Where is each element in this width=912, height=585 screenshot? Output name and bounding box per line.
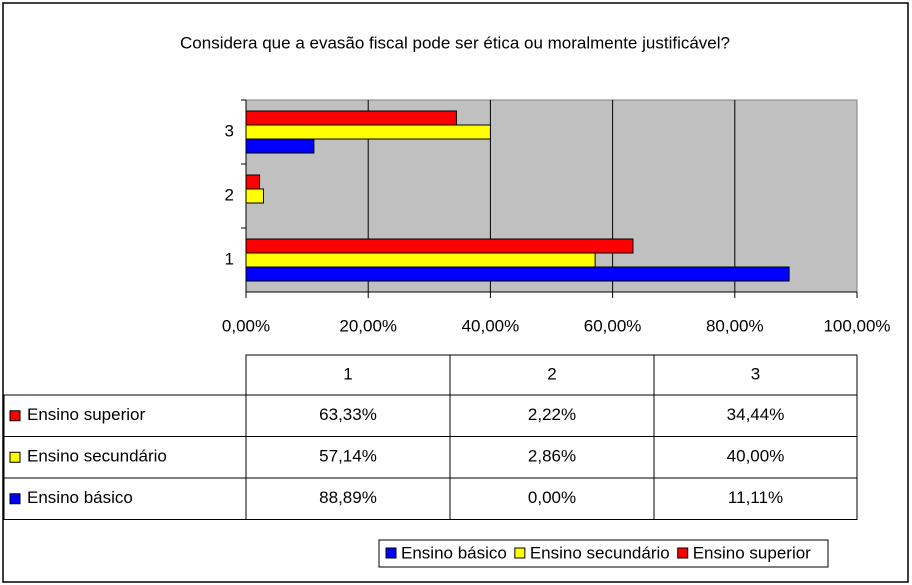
table-legend-key — [9, 451, 21, 463]
table-cell: 34,44% — [727, 405, 785, 424]
table-cell: 11,11% — [728, 488, 783, 507]
x-tick-label: 80,00% — [706, 316, 764, 335]
table-cell: 57,14% — [319, 447, 377, 466]
bar — [245, 174, 261, 190]
table-cell: 88,89% — [319, 488, 377, 507]
y-tick-label: 1 — [225, 249, 234, 268]
x-tick-label: 100,00% — [823, 316, 890, 335]
legend-box — [378, 539, 829, 568]
bar — [245, 110, 457, 126]
legend-key — [514, 547, 526, 559]
y-tick-label: 3 — [225, 121, 234, 140]
table-cell: 0,00% — [528, 488, 576, 507]
bar — [245, 138, 315, 154]
bar — [245, 238, 634, 254]
x-tick-label: 40,00% — [462, 316, 520, 335]
legend-key — [385, 547, 397, 559]
x-tick-label: 60,00% — [584, 316, 642, 335]
y-tick-label: 2 — [225, 185, 234, 204]
bar — [245, 252, 596, 268]
table-legend-key — [9, 493, 21, 505]
legend-label: Ensino básico — [401, 543, 507, 562]
table-row — [3, 477, 858, 520]
x-tick-label: 0,00% — [222, 316, 270, 335]
table-cell: 2,86% — [528, 447, 576, 466]
table-row-label: Ensino secundário — [27, 447, 167, 466]
table-cell: 63,33% — [319, 405, 377, 424]
legend-key — [677, 547, 689, 559]
legend-label: Ensino superior — [693, 543, 811, 562]
bar — [245, 124, 491, 140]
table-row-label: Ensino básico — [27, 488, 133, 507]
bar — [245, 266, 790, 282]
table-header: 1 — [343, 364, 352, 383]
x-tick-label: 20,00% — [339, 316, 397, 335]
table-legend-key — [9, 410, 21, 422]
legend-label: Ensino secundário — [530, 543, 670, 562]
table-header: 3 — [751, 364, 760, 383]
table-cell: 2,22% — [528, 405, 576, 424]
chart-title: Considera que a evasão fiscal pode ser é… — [180, 33, 730, 52]
table-header: 2 — [547, 364, 556, 383]
table-cell: 40,00% — [727, 447, 785, 466]
bar — [245, 188, 264, 204]
table-row-label: Ensino superior — [27, 405, 145, 424]
